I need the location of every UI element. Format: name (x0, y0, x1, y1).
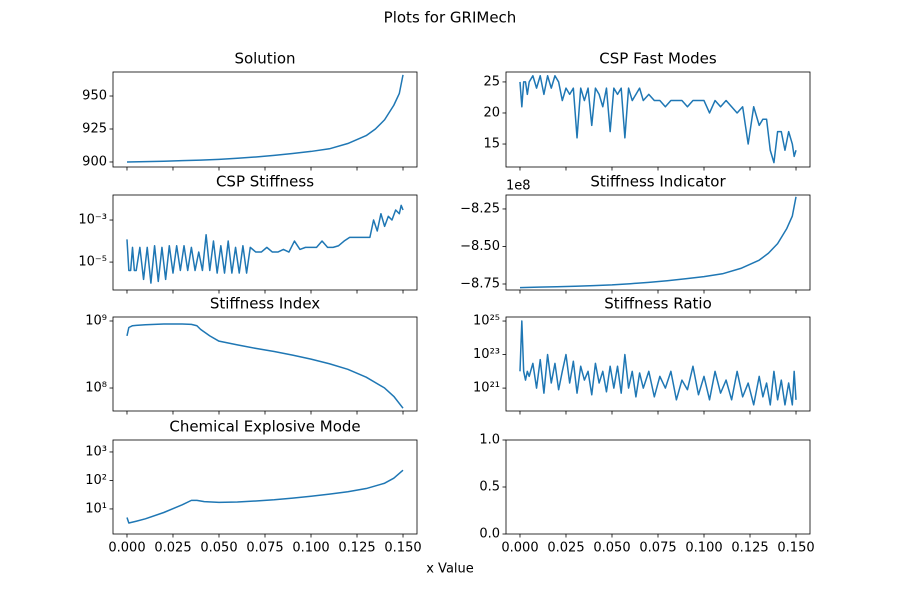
x-tick-label: 0.150 (384, 541, 421, 556)
y-tick-label: 0.0 (479, 527, 500, 542)
y-tick-label: 15 (483, 137, 500, 152)
y-tick-label: 10²¹ (473, 381, 500, 396)
x-tick-label: 0.100 (292, 541, 329, 556)
axes-frame (505, 71, 811, 168)
y-tick-label: 10¹ (85, 501, 107, 516)
line-series (519, 320, 797, 406)
y-tick-label: 10⁻³ (78, 213, 107, 228)
x-tick-label: 0.025 (154, 541, 191, 556)
axes-title: Chemical Explosive Mode (169, 418, 360, 436)
line-series (519, 196, 797, 289)
line-series (126, 323, 404, 409)
axes-title: Solution (234, 50, 295, 68)
y-tick-label: 10²³ (473, 347, 500, 362)
axes-title: Stiffness Index (210, 295, 320, 313)
axes-title: Stiffness Ratio (604, 295, 712, 313)
x-tick-label: 0.075 (246, 541, 283, 556)
x-tick-label: 0.125 (731, 541, 768, 556)
x-tick-label: 0.100 (685, 541, 722, 556)
y-offset-text: 1e8 (506, 179, 531, 194)
x-tick-label: 0.150 (777, 541, 814, 556)
y-tick-label: −8.75 (460, 276, 500, 291)
y-tick-label: 950 (82, 89, 107, 104)
x-tick-label: 0.025 (547, 541, 584, 556)
x-tick-label: 0.000 (108, 541, 145, 556)
y-tick-label: 10²⁵ (473, 314, 500, 329)
y-tick-label: 10⁹ (85, 313, 107, 328)
line-series (126, 469, 404, 524)
y-tick-label: 1.0 (479, 433, 500, 448)
y-tick-label: 10⁻⁵ (78, 255, 107, 270)
y-tick-label: 10² (85, 473, 107, 488)
axes-frame (112, 439, 418, 535)
axes-frame (505, 316, 811, 412)
axes-frame (505, 439, 811, 535)
x-axis-label: x Value (426, 562, 474, 577)
y-tick-label: 25 (483, 74, 500, 89)
axes-frame (112, 194, 418, 291)
axes-frame (112, 316, 418, 412)
y-tick-label: 10⁸ (85, 381, 107, 396)
y-tick-label: 925 (82, 122, 107, 137)
axes-frame (112, 71, 418, 168)
y-tick-label: 20 (483, 105, 500, 120)
y-tick-label: −8.50 (460, 239, 500, 254)
y-tick-label: −8.25 (460, 201, 500, 216)
figure-title: Plots for GRIMech (384, 9, 517, 27)
axes-title: Stiffness Indicator (590, 173, 726, 191)
line-series (126, 204, 404, 284)
x-tick-label: 0.000 (501, 541, 538, 556)
x-tick-label: 0.050 (593, 541, 630, 556)
axes-title: CSP Fast Modes (599, 50, 717, 68)
y-tick-label: 900 (82, 154, 107, 169)
x-tick-label: 0.050 (200, 541, 237, 556)
line-series (126, 74, 404, 163)
x-tick-label: 0.125 (338, 541, 375, 556)
axes-title: CSP Stiffness (216, 173, 314, 191)
line-series (519, 74, 797, 164)
x-tick-label: 0.075 (639, 541, 676, 556)
y-tick-label: 0.5 (479, 480, 500, 495)
y-tick-label: 10³ (85, 444, 107, 459)
axes-frame (505, 194, 811, 291)
